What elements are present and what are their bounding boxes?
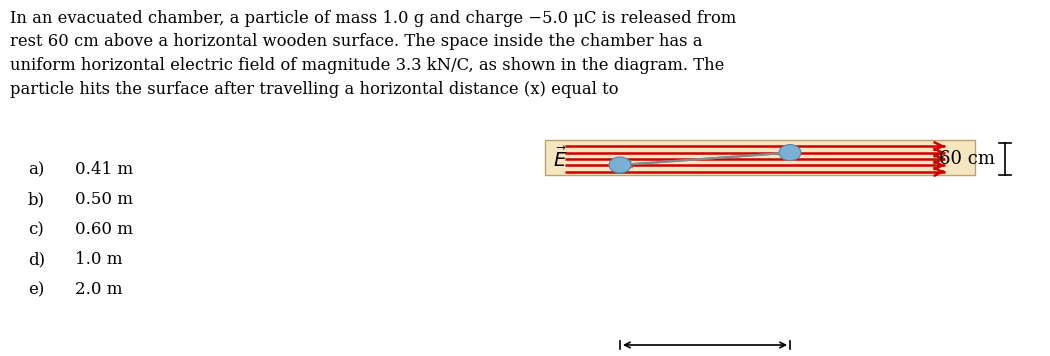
Ellipse shape <box>779 145 801 161</box>
Text: 0.60 m: 0.60 m <box>75 221 133 238</box>
Text: b): b) <box>28 191 45 208</box>
Text: c): c) <box>28 221 44 238</box>
Text: e): e) <box>28 281 44 298</box>
Text: 2.0 m: 2.0 m <box>75 281 123 298</box>
Text: $\vec{E}$: $\vec{E}$ <box>553 147 567 171</box>
Text: 60 cm: 60 cm <box>939 150 995 168</box>
Text: x: x <box>700 353 710 356</box>
Ellipse shape <box>609 157 631 173</box>
Text: 0.50 m: 0.50 m <box>75 191 133 208</box>
FancyBboxPatch shape <box>545 140 975 175</box>
Text: 1.0 m: 1.0 m <box>75 251 123 268</box>
Text: d): d) <box>28 251 45 268</box>
Text: 0.41 m: 0.41 m <box>75 161 133 178</box>
Text: In an evacuated chamber, a particle of mass 1.0 g and charge −5.0 μC is released: In an evacuated chamber, a particle of m… <box>10 10 736 98</box>
Text: a): a) <box>28 161 44 178</box>
